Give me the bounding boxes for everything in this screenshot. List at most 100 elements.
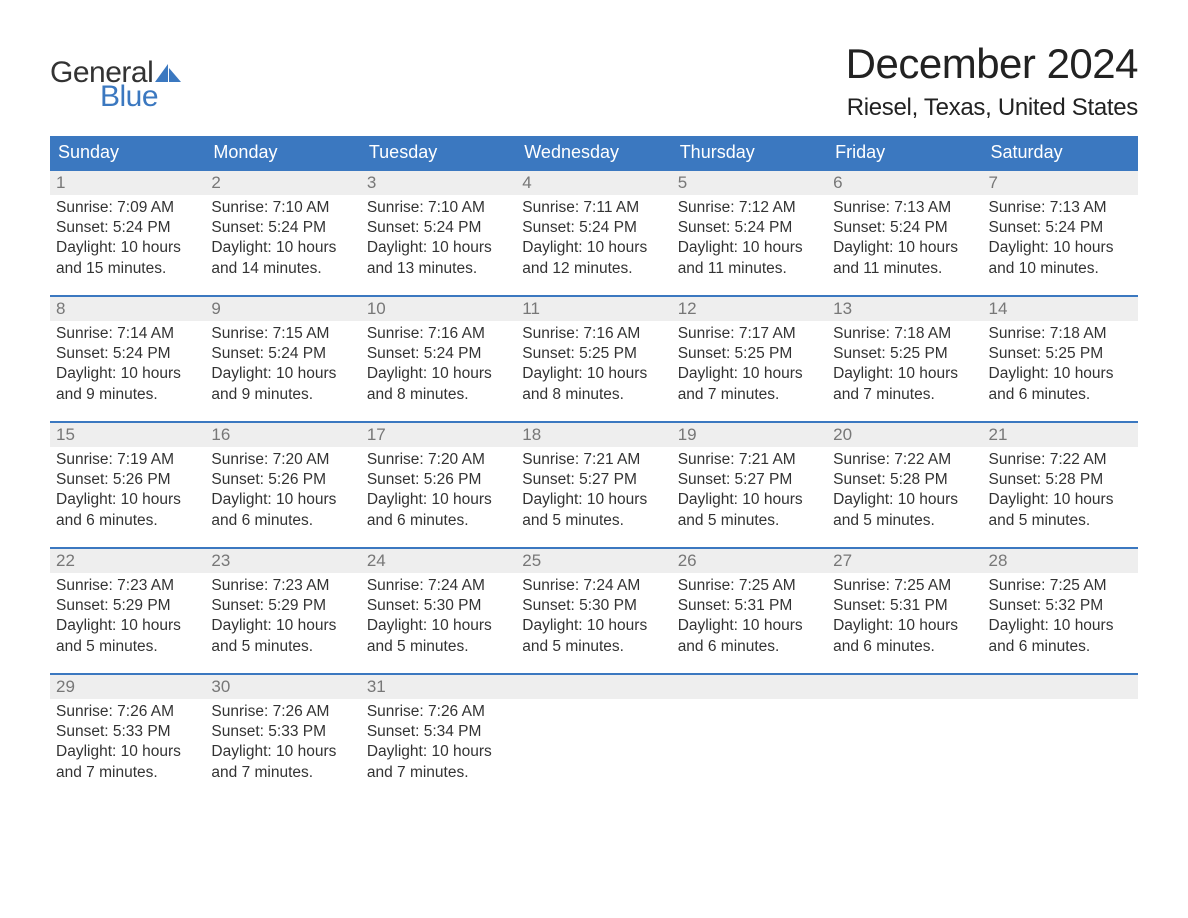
d1-line: Daylight: 10 hours	[833, 364, 976, 384]
day-body: Sunrise: 7:21 AMSunset: 5:27 PMDaylight:…	[516, 447, 671, 541]
d1-line: Daylight: 10 hours	[833, 490, 976, 510]
day-number: 1	[50, 171, 205, 195]
day-body: Sunrise: 7:16 AMSunset: 5:24 PMDaylight:…	[361, 321, 516, 415]
day-number: 11	[516, 297, 671, 321]
day-cell: 24Sunrise: 7:24 AMSunset: 5:30 PMDayligh…	[361, 549, 516, 673]
sunset-line: Sunset: 5:33 PM	[56, 722, 199, 742]
d2-line: and 6 minutes.	[56, 511, 199, 531]
day-cell: 3Sunrise: 7:10 AMSunset: 5:24 PMDaylight…	[361, 171, 516, 295]
day-number: 2	[205, 171, 360, 195]
day-number	[983, 675, 1138, 699]
week-row: 29 Sunrise: 7:26 AM Sunset: 5:33 PM Dayligh…	[50, 673, 1138, 799]
day-number: 13	[827, 297, 982, 321]
day-cell: 22Sunrise: 7:23 AMSunset: 5:29 PMDayligh…	[50, 549, 205, 673]
day-body: Sunrise: 7:10 AMSunset: 5:24 PMDaylight:…	[205, 195, 360, 289]
dayheader-mon: Monday	[205, 136, 360, 169]
d2-line: and 6 minutes.	[367, 511, 510, 531]
d2-line: and 15 minutes.	[56, 259, 199, 279]
day-body: Sunrise: 7:25 AMSunset: 5:31 PMDaylight:…	[827, 573, 982, 667]
d1-line: Daylight: 10 hours	[211, 742, 354, 762]
sunset-line: Sunset: 5:24 PM	[833, 218, 976, 238]
day-number: 9	[205, 297, 360, 321]
sunrise-line: Sunrise: 7:24 AM	[367, 576, 510, 596]
d1-line: Daylight: 10 hours	[367, 490, 510, 510]
day-body: Sunrise: 7:21 AMSunset: 5:27 PMDaylight:…	[672, 447, 827, 541]
day-number: 26	[672, 549, 827, 573]
d2-line: and 7 minutes.	[678, 385, 821, 405]
sunrise-line: Sunrise: 7:15 AM	[211, 324, 354, 344]
sunset-line: Sunset: 5:34 PM	[367, 722, 510, 742]
d2-line: and 7 minutes.	[367, 763, 510, 783]
sunset-line: Sunset: 5:28 PM	[833, 470, 976, 490]
day-cell: 8Sunrise: 7:14 AMSunset: 5:24 PMDaylight…	[50, 297, 205, 421]
day-cell: 18Sunrise: 7:21 AMSunset: 5:27 PMDayligh…	[516, 423, 671, 547]
day-body: Sunrise: 7:11 AMSunset: 5:24 PMDaylight:…	[516, 195, 671, 289]
day-body: Sunrise: 7:20 AMSunset: 5:26 PMDaylight:…	[205, 447, 360, 541]
day-body: Sunrise: 7:13 AMSunset: 5:24 PMDaylight:…	[983, 195, 1138, 289]
weeks-container: 1Sunrise: 7:09 AMSunset: 5:24 PMDaylight…	[50, 169, 1138, 799]
sunset-line: Sunset: 5:24 PM	[56, 344, 199, 364]
day-cell: 11Sunrise: 7:16 AMSunset: 5:25 PMDayligh…	[516, 297, 671, 421]
day-number: 7	[983, 171, 1138, 195]
d1-line: Daylight: 10 hours	[522, 238, 665, 258]
sunrise-line: Sunrise: 7:17 AM	[678, 324, 821, 344]
day-number: 24	[361, 549, 516, 573]
d2-line: and 9 minutes.	[211, 385, 354, 405]
sunset-line: Sunset: 5:24 PM	[522, 218, 665, 238]
day-cell: 27Sunrise: 7:25 AMSunset: 5:31 PMDayligh…	[827, 549, 982, 673]
sunrise-line: Sunrise: 7:23 AM	[211, 576, 354, 596]
sunrise-line: Sunrise: 7:10 AM	[367, 198, 510, 218]
day-cell: 23Sunrise: 7:23 AMSunset: 5:29 PMDayligh…	[205, 549, 360, 673]
dayheader-tue: Tuesday	[361, 136, 516, 169]
sunrise-line: Sunrise: 7:16 AM	[367, 324, 510, 344]
sunrise-line: Sunrise: 7:21 AM	[522, 450, 665, 470]
sunrise-line: Sunrise: 7:26 AM	[211, 702, 354, 722]
d1-line: Daylight: 10 hours	[56, 238, 199, 258]
d2-line: and 5 minutes.	[211, 637, 354, 657]
d2-line: and 10 minutes.	[989, 259, 1132, 279]
day-body: Sunrise: 7:24 AMSunset: 5:30 PMDaylight:…	[516, 573, 671, 667]
d2-line: and 5 minutes.	[522, 637, 665, 657]
d2-line: and 9 minutes.	[56, 385, 199, 405]
day-number: 15	[50, 423, 205, 447]
day-number: 28	[983, 549, 1138, 573]
d2-line: and 11 minutes.	[678, 259, 821, 279]
d1-line: Daylight: 10 hours	[833, 616, 976, 636]
d1-line: Daylight: 10 hours	[522, 364, 665, 384]
sunrise-line: Sunrise: 7:11 AM	[522, 198, 665, 218]
sunrise-line: Sunrise: 7:18 AM	[989, 324, 1132, 344]
day-body: Sunrise: 7:16 AMSunset: 5:25 PMDaylight:…	[516, 321, 671, 415]
day-number: 6	[827, 171, 982, 195]
d1-line: Daylight: 10 hours	[833, 238, 976, 258]
d1-line: Daylight: 10 hours	[367, 238, 510, 258]
day-body: Sunrise: 7:25 AMSunset: 5:31 PMDaylight:…	[672, 573, 827, 667]
day-body: Sunrise: 7:24 AMSunset: 5:30 PMDaylight:…	[361, 573, 516, 667]
d2-line: and 5 minutes.	[56, 637, 199, 657]
day-cell: 26Sunrise: 7:25 AMSunset: 5:31 PMDayligh…	[672, 549, 827, 673]
day-cell: 19Sunrise: 7:21 AMSunset: 5:27 PMDayligh…	[672, 423, 827, 547]
day-cell: 6Sunrise: 7:13 AMSunset: 5:24 PMDaylight…	[827, 171, 982, 295]
d1-line: Daylight: 10 hours	[989, 490, 1132, 510]
sunset-line: Sunset: 5:32 PM	[989, 596, 1132, 616]
day-cell	[516, 675, 671, 799]
logo-word-blue: Blue	[100, 82, 181, 112]
day-number	[672, 675, 827, 699]
dayheader-thu: Thursday	[672, 136, 827, 169]
d2-line: and 5 minutes.	[833, 511, 976, 531]
d2-line: and 5 minutes.	[989, 511, 1132, 531]
day-body: Sunrise: 7:12 AMSunset: 5:24 PMDaylight:…	[672, 195, 827, 289]
day-number: 29	[50, 675, 205, 699]
week-row: 1Sunrise: 7:09 AMSunset: 5:24 PMDaylight…	[50, 169, 1138, 295]
day-number	[516, 675, 671, 699]
sunset-line: Sunset: 5:31 PM	[678, 596, 821, 616]
dayheader-sun: Sunday	[50, 136, 205, 169]
sunrise-line: Sunrise: 7:13 AM	[989, 198, 1132, 218]
sunrise-line: Sunrise: 7:20 AM	[211, 450, 354, 470]
d1-line: Daylight: 10 hours	[989, 616, 1132, 636]
flag-icon	[155, 64, 181, 82]
sunset-line: Sunset: 5:31 PM	[833, 596, 976, 616]
d1-line: Daylight: 10 hours	[678, 616, 821, 636]
d2-line: and 5 minutes.	[522, 511, 665, 531]
day-cell: 28Sunrise: 7:25 AMSunset: 5:32 PMDayligh…	[983, 549, 1138, 673]
title-block: December 2024 Riesel, Texas, United Stat…	[846, 40, 1138, 122]
